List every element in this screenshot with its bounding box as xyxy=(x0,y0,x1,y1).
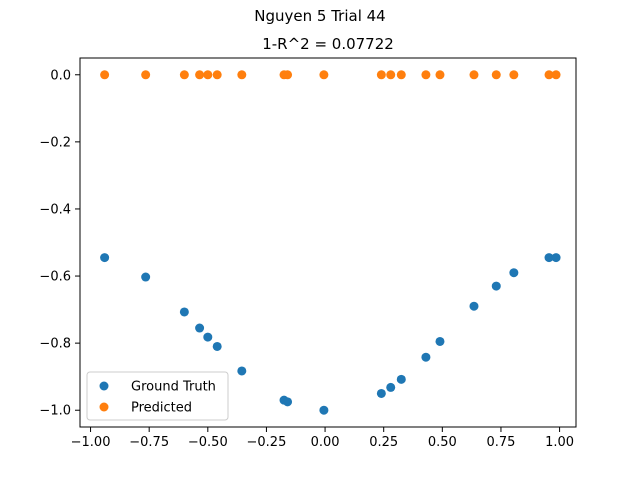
ground-truth-point xyxy=(396,374,406,384)
ground-truth-point xyxy=(551,253,561,263)
ground-truth-point xyxy=(212,341,222,351)
predicted-point xyxy=(469,70,479,80)
x-axis: −1.00 −0.75 −0.50 −0.25 0.00 0.25 0.50 0.75 1.00 xyxy=(71,427,574,450)
axes-title: 1-R^2 = 0.07722 xyxy=(262,35,394,53)
predicted-point xyxy=(195,70,205,80)
y-tick-label: −0.4 xyxy=(39,202,71,217)
ground-truth-point xyxy=(376,388,386,398)
predicted-point xyxy=(435,70,445,80)
series-predicted xyxy=(100,70,561,80)
figure-suptitle: Nguyen 5 Trial 44 xyxy=(254,7,386,25)
predicted-point xyxy=(141,70,151,80)
y-tick-label: −0.6 xyxy=(39,270,71,285)
ground-truth-point xyxy=(100,253,110,263)
y-tick-label: −0.2 xyxy=(39,135,71,150)
x-tick-label: 0.00 xyxy=(311,435,340,450)
x-tick-label: −0.50 xyxy=(188,435,228,450)
x-tick-label: −0.75 xyxy=(129,435,169,450)
legend: Ground Truth Predicted xyxy=(86,371,229,421)
y-tick-label: −1.0 xyxy=(39,404,71,419)
predicted-point xyxy=(551,70,561,80)
x-tick-label: 0.25 xyxy=(369,435,398,450)
predicted-point xyxy=(544,70,554,80)
predicted-point xyxy=(421,70,431,80)
y-tick-label: −0.8 xyxy=(39,337,71,352)
ground-truth-point xyxy=(421,352,431,362)
x-tick-label: 0.50 xyxy=(428,435,457,450)
y-tick-label: 0.0 xyxy=(50,68,71,83)
legend-marker xyxy=(99,402,109,412)
legend-label: Ground Truth xyxy=(131,380,216,395)
plot-area xyxy=(79,57,577,428)
axes-frame xyxy=(79,57,577,428)
x-tick-label: −0.25 xyxy=(247,435,287,450)
predicted-point xyxy=(283,70,293,80)
ground-truth-point xyxy=(195,323,205,333)
x-tick-label: 0.75 xyxy=(486,435,515,450)
legend-box xyxy=(86,371,229,421)
ground-truth-point xyxy=(141,272,151,282)
x-tick-label: 1.00 xyxy=(545,435,574,450)
ground-truth-point xyxy=(283,397,293,407)
ground-truth-point xyxy=(179,307,189,317)
ground-truth-point xyxy=(469,301,479,311)
ground-truth-point xyxy=(203,332,213,342)
ground-truth-point xyxy=(544,253,554,263)
legend-marker xyxy=(99,381,109,391)
predicted-point xyxy=(509,70,519,80)
ground-truth-point xyxy=(509,268,519,278)
series-ground-truth xyxy=(100,253,561,415)
data-points xyxy=(100,70,561,415)
predicted-point xyxy=(491,70,501,80)
predicted-point xyxy=(100,70,110,80)
predicted-point xyxy=(396,70,406,80)
predicted-point xyxy=(203,70,213,80)
ground-truth-point xyxy=(237,366,247,376)
ground-truth-point xyxy=(386,382,396,392)
predicted-point xyxy=(237,70,247,80)
ground-truth-point xyxy=(491,281,501,291)
predicted-point xyxy=(179,70,189,80)
predicted-point xyxy=(319,70,329,80)
ground-truth-point xyxy=(435,336,445,346)
x-tick-label: −1.00 xyxy=(71,435,111,450)
y-axis: 0.0 −0.2 −0.4 −0.6 −0.8 −1.0 xyxy=(39,68,80,419)
legend-label: Predicted xyxy=(131,401,192,416)
predicted-point xyxy=(376,70,386,80)
ground-truth-point xyxy=(319,405,329,415)
predicted-point xyxy=(212,70,222,80)
predicted-point xyxy=(386,70,396,80)
